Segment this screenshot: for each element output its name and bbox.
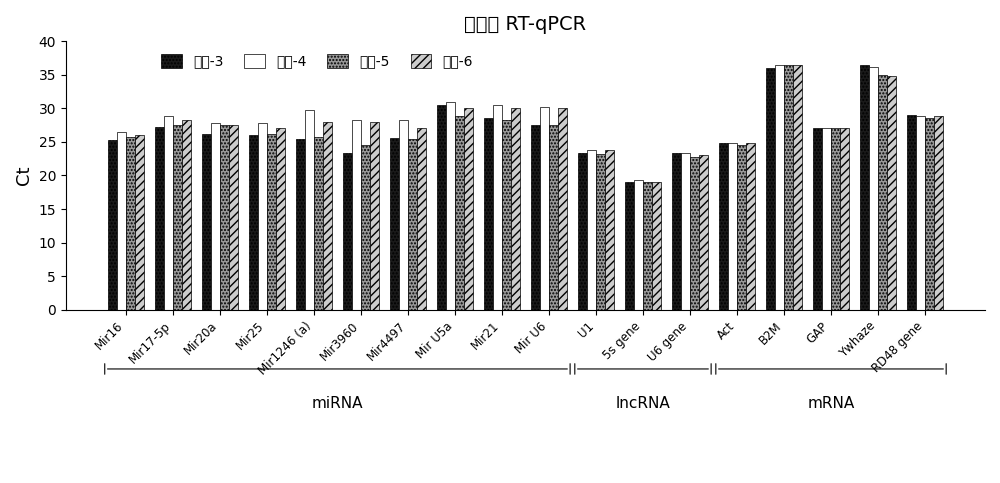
Bar [878, 75, 887, 310]
Bar [737, 145, 746, 310]
Bar [314, 137, 323, 310]
Bar [408, 139, 417, 310]
Bar [840, 128, 849, 310]
Bar [164, 116, 173, 310]
Bar [672, 153, 681, 310]
Bar [746, 143, 755, 310]
Bar [173, 125, 182, 310]
Bar [775, 65, 784, 310]
Bar [182, 120, 191, 310]
Bar [390, 138, 399, 310]
Bar [296, 139, 305, 310]
Bar [887, 76, 896, 310]
Bar [728, 143, 737, 310]
Bar [202, 134, 211, 310]
Bar [596, 154, 605, 310]
Bar [155, 127, 164, 310]
Bar [323, 122, 332, 310]
Bar [484, 118, 493, 310]
Bar [925, 118, 934, 310]
Bar [934, 116, 943, 310]
Bar [126, 137, 135, 310]
Bar [605, 150, 614, 310]
Bar [249, 135, 258, 310]
Bar [681, 153, 690, 310]
Bar [869, 67, 878, 310]
Bar [117, 132, 126, 310]
Bar [831, 128, 840, 310]
Legend: 实例-3, 实例-4, 实例-5, 实例-6: 实例-3, 实例-4, 实例-5, 实例-6 [156, 48, 479, 74]
Bar [276, 128, 285, 310]
Bar [399, 120, 408, 310]
Bar [690, 156, 699, 310]
Bar [540, 107, 549, 310]
Bar [455, 116, 464, 310]
Bar [766, 68, 775, 310]
Bar [558, 108, 567, 310]
Bar [699, 156, 708, 310]
Bar [549, 125, 558, 310]
Bar [907, 115, 916, 310]
Bar [417, 128, 426, 310]
Bar [587, 150, 596, 310]
Bar [502, 120, 511, 310]
Bar [916, 116, 925, 310]
Text: lncRNA: lncRNA [616, 396, 670, 411]
Bar [531, 125, 540, 310]
Bar [229, 125, 238, 310]
Bar [813, 128, 822, 310]
Y-axis label: Ct: Ct [15, 166, 33, 185]
Bar [220, 125, 229, 310]
Bar [793, 65, 802, 310]
Bar [361, 145, 370, 310]
Bar [860, 65, 869, 310]
Bar [108, 140, 117, 310]
Text: miRNA: miRNA [312, 396, 363, 411]
Bar [625, 182, 634, 310]
Bar [578, 153, 587, 310]
Bar [370, 122, 379, 310]
Bar [634, 180, 643, 310]
Bar [352, 120, 361, 310]
Bar [822, 128, 831, 310]
Bar [305, 110, 314, 310]
Bar [719, 143, 728, 310]
Title: 外泌体 RT-qPCR: 外泌体 RT-qPCR [464, 15, 587, 34]
Bar [267, 134, 276, 310]
Bar [343, 153, 352, 310]
Bar [652, 182, 661, 310]
Bar [464, 108, 473, 310]
Bar [784, 65, 793, 310]
Bar [258, 123, 267, 310]
Bar [493, 105, 502, 310]
Bar [437, 105, 446, 310]
Bar [446, 101, 455, 310]
Text: mRNA: mRNA [807, 396, 855, 411]
Bar [135, 135, 144, 310]
Bar [643, 182, 652, 310]
Bar [211, 123, 220, 310]
Bar [511, 108, 520, 310]
